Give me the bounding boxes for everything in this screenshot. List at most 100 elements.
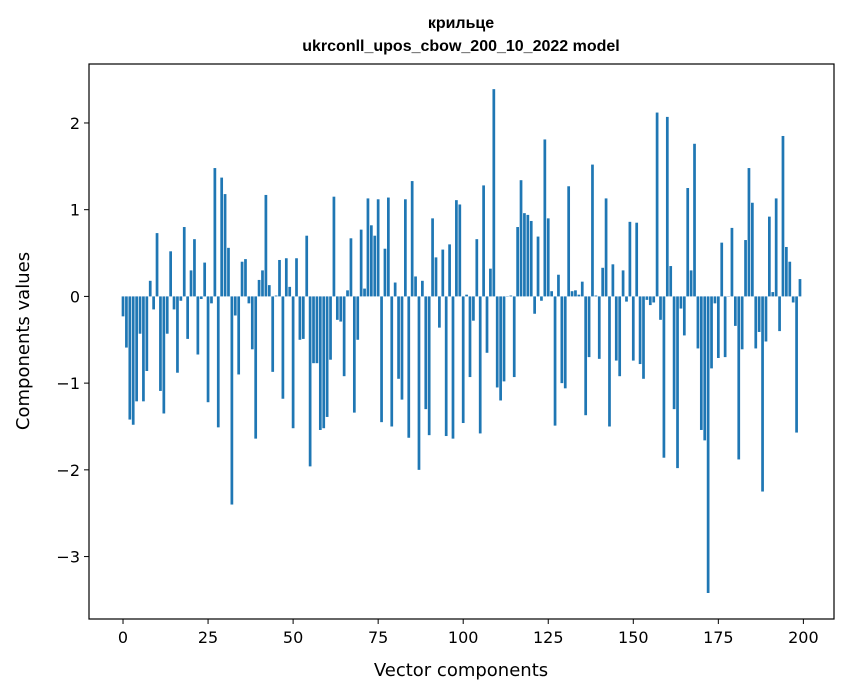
bar-78 <box>387 197 390 297</box>
bar-6 <box>142 296 145 402</box>
bar-20 <box>189 270 193 297</box>
bar-132 <box>570 291 574 297</box>
bar-146 <box>618 296 622 377</box>
bar-120 <box>529 220 533 297</box>
bar-67 <box>349 238 353 297</box>
bar-64 <box>339 296 343 322</box>
bar-126 <box>550 291 554 297</box>
bar-32 <box>230 296 234 505</box>
bar-52 <box>298 296 302 340</box>
bar-series <box>121 89 802 593</box>
bar-106 <box>482 185 485 297</box>
bar-164 <box>679 296 683 309</box>
bar-48 <box>284 258 288 297</box>
bar-56 <box>312 296 315 364</box>
bar-76 <box>380 296 383 423</box>
bar-197 <box>791 296 795 303</box>
bar-180 <box>733 296 737 326</box>
bar-89 <box>424 296 428 410</box>
bar-82 <box>400 296 404 400</box>
bar-38 <box>250 296 254 350</box>
bar-74 <box>373 235 377 297</box>
bar-99 <box>458 204 462 297</box>
bar-97 <box>451 296 455 439</box>
y-tick-label-0: 0 <box>70 287 80 306</box>
bar-28 <box>216 296 220 428</box>
y-axis: −3 −2 −1 0 1 2 <box>56 114 89 567</box>
bar-125 <box>546 218 550 297</box>
bar-79 <box>390 296 394 427</box>
y-axis-label: Components values <box>13 252 34 430</box>
bar-95 <box>444 296 448 437</box>
bar-31 <box>227 247 230 297</box>
bar-136 <box>584 296 588 416</box>
bar-24 <box>203 262 207 297</box>
bar-71 <box>363 288 366 297</box>
bar-13 <box>165 296 169 334</box>
bar-11 <box>159 296 162 391</box>
bar-49 <box>288 286 292 297</box>
bar-168 <box>693 143 696 297</box>
bar-12 <box>162 296 166 414</box>
bar-173 <box>710 296 713 369</box>
bar-110 <box>495 296 499 388</box>
bar-55 <box>308 296 312 467</box>
bar-169 <box>696 296 700 349</box>
bar-191 <box>771 292 775 297</box>
bar-51 <box>295 258 298 297</box>
bar-54 <box>305 235 309 297</box>
bar-100 <box>461 296 465 424</box>
bar-128 <box>557 274 560 297</box>
bar-167 <box>689 270 693 297</box>
bar-59 <box>322 296 326 429</box>
bar-39 <box>254 296 258 439</box>
bar-36 <box>244 259 247 297</box>
bar-160 <box>665 116 669 297</box>
bar-47 <box>281 296 285 399</box>
x-tick-label-75: 75 <box>368 628 388 647</box>
x-tick-label-25: 25 <box>198 628 218 647</box>
bar-93 <box>438 296 441 328</box>
bar-141 <box>601 267 605 297</box>
bar-61 <box>329 296 332 360</box>
bar-111 <box>499 296 502 401</box>
bar-42 <box>264 194 268 297</box>
bar-108 <box>489 268 492 297</box>
bar-147 <box>621 270 625 297</box>
bar-68 <box>352 296 356 413</box>
bar-85 <box>410 181 414 297</box>
bar-198 <box>795 296 798 433</box>
bar-104 <box>475 239 479 297</box>
bar-189 <box>764 296 768 342</box>
bar-195 <box>785 246 788 297</box>
bar-131 <box>567 186 571 297</box>
bar-105 <box>478 296 482 434</box>
bar-140 <box>597 296 601 359</box>
x-tick-label-175: 175 <box>703 628 734 647</box>
bar-60 <box>325 296 329 417</box>
bar-188 <box>761 296 764 492</box>
bar-16 <box>176 296 179 373</box>
bar-41 <box>261 270 264 297</box>
bar-112 <box>502 296 506 382</box>
bar-186 <box>754 296 758 349</box>
bar-15 <box>172 296 176 310</box>
y-tick-label--1: −1 <box>56 374 80 393</box>
bar-194 <box>781 135 785 297</box>
bar-7 <box>145 296 149 371</box>
bar-129 <box>560 296 564 384</box>
bar-117 <box>519 180 523 297</box>
bar-116 <box>516 227 519 297</box>
bar-77 <box>383 248 387 297</box>
bar-156 <box>652 296 656 303</box>
bar-184 <box>747 168 751 297</box>
bar-65 <box>342 296 346 377</box>
bar-34 <box>237 296 241 375</box>
bar-90 <box>427 296 431 436</box>
bar-19 <box>186 296 190 339</box>
bar-177 <box>723 296 727 358</box>
bar-50 <box>291 296 295 429</box>
bar-151 <box>635 222 639 297</box>
bar-92 <box>434 257 438 297</box>
bar-37 <box>247 296 251 304</box>
